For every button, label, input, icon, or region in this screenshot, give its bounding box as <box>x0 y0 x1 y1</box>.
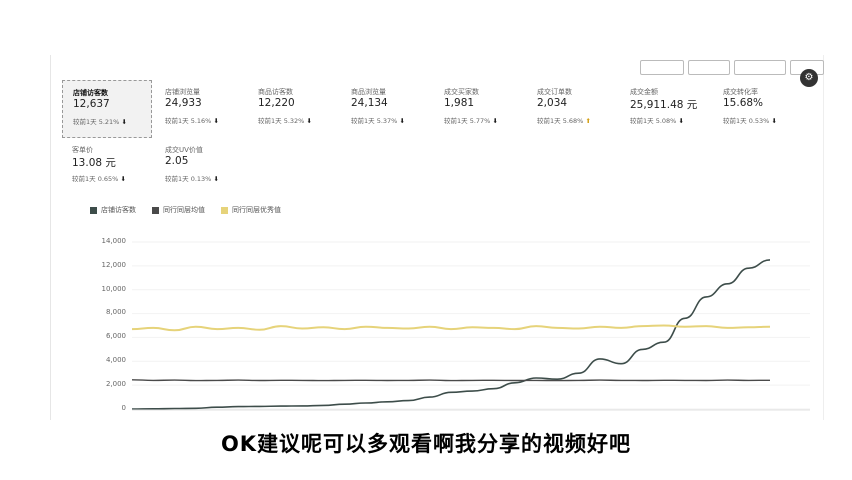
metric-value: 13.08 元 <box>72 157 116 169</box>
metric-compare: 较前1天 5.37% ⬇ <box>351 117 405 125</box>
legend-item-peer-excellent[interactable]: 同行同层优秀值 <box>221 205 281 215</box>
legend-swatch <box>152 206 159 214</box>
metric-orders[interactable]: 成交订单数 2,034 较前1天 5.68% ⬆ <box>527 80 617 138</box>
legend-label: 店铺访客数 <box>101 206 136 214</box>
legend-swatch <box>221 206 228 214</box>
metric-avg-order-value[interactable]: 客单价 13.08 元 较前1天 0.65% ⬇ <box>62 138 152 196</box>
metric-label: 店铺访客数 <box>73 89 108 97</box>
metric-label: 店铺浏览量 <box>165 88 200 96</box>
arrow-down-icon: ⬇ <box>771 117 777 125</box>
metric-value: 12,220 <box>258 97 295 109</box>
y-tick-label: 6,000 <box>105 332 126 340</box>
metric-compare: 较前1天 5.21% ⬇ <box>73 118 127 126</box>
metric-label: 客单价 <box>72 146 93 154</box>
metric-label: 成交买家数 <box>444 88 479 96</box>
legend-item-peer-average[interactable]: 同行同层均值 <box>152 205 205 215</box>
toolbar-button-1[interactable] <box>640 60 684 75</box>
metric-conversion-rate[interactable]: 成交转化率 15.68% 较前1天 0.53% ⬇ <box>713 80 803 138</box>
metric-store-pageviews[interactable]: 店铺浏览量 24,933 较前1天 5.16% ⬇ <box>155 80 245 138</box>
chart-legend: 店铺访客数 同行同层均值 同行同层优秀值 <box>90 205 281 215</box>
arrow-down-icon: ⬇ <box>213 175 219 183</box>
y-tick-label: 14,000 <box>101 237 127 245</box>
metric-label: 商品访客数 <box>258 88 293 96</box>
y-tick-label: 8,000 <box>105 308 126 316</box>
metric-value: 25,911.48 元 <box>630 99 698 111</box>
metric-product-pageviews[interactable]: 商品浏览量 24,134 较前1天 5.37% ⬇ <box>341 80 431 138</box>
logo-watermark <box>780 14 840 38</box>
metric-value: 15.68% <box>723 97 764 109</box>
metric-label: 成交UV价值 <box>165 146 203 154</box>
metric-label: 商品浏览量 <box>351 88 386 96</box>
legend-swatch <box>90 206 97 214</box>
metric-uv-value[interactable]: 成交UV价值 2.05 较前1天 0.13% ⬇ <box>155 138 245 196</box>
metric-buyers[interactable]: 成交买家数 1,981 较前1天 5.77% ⬇ <box>434 80 524 138</box>
metric-label: 成交转化率 <box>723 88 758 96</box>
metric-value: 2.05 <box>165 155 189 167</box>
metric-compare: 较前1天 5.68% ⬆ <box>537 117 591 125</box>
metric-compare: 较前1天 0.53% ⬇ <box>723 117 777 125</box>
metric-store-visitors[interactable]: 店铺访客数 12,637 较前1天 5.21% ⬇ <box>62 80 152 138</box>
panel-right-border <box>823 55 824 420</box>
toolbar-button-3[interactable] <box>734 60 786 75</box>
arrow-down-icon: ⬇ <box>213 117 219 125</box>
y-tick-label: 12,000 <box>101 261 127 269</box>
metric-value: 24,134 <box>351 97 388 109</box>
arrow-down-icon: ⬇ <box>492 117 498 125</box>
metric-sales-amount[interactable]: 成交金额 25,911.48 元 较前1天 5.08% ⬇ <box>620 80 710 138</box>
metric-compare: 较前1天 5.16% ⬇ <box>165 117 219 125</box>
metric-product-visitors[interactable]: 商品访客数 12,220 较前1天 5.32% ⬇ <box>248 80 338 138</box>
metric-compare: 较前1天 0.13% ⬇ <box>165 175 219 183</box>
legend-label: 同行同层均值 <box>163 206 205 214</box>
legend-label: 同行同层优秀值 <box>232 206 281 214</box>
metric-value: 24,933 <box>165 97 202 109</box>
metric-compare: 较前1天 5.08% ⬇ <box>630 117 684 125</box>
arrow-down-icon: ⬇ <box>121 118 127 126</box>
y-tick-label: 2,000 <box>105 380 126 388</box>
metric-label: 成交金额 <box>630 88 658 96</box>
arrow-down-icon: ⬇ <box>399 117 405 125</box>
arrow-down-icon: ⬇ <box>120 175 126 183</box>
metric-compare: 较前1天 0.65% ⬇ <box>72 175 126 183</box>
metric-compare: 较前1天 5.77% ⬇ <box>444 117 498 125</box>
arrow-up-icon: ⬆ <box>585 117 591 125</box>
arrow-down-icon: ⬇ <box>678 117 684 125</box>
metric-compare: 较前1天 5.32% ⬇ <box>258 117 312 125</box>
y-tick-label: 0 <box>121 404 126 412</box>
video-subtitle: OK建议呢可以多观看啊我分享的视频好吧 <box>220 432 632 456</box>
y-tick-label: 10,000 <box>101 285 127 293</box>
legend-item-store-visitors[interactable]: 店铺访客数 <box>90 205 136 215</box>
panel-left-border <box>50 55 51 420</box>
gear-icon[interactable]: ⚙ <box>800 69 818 87</box>
metric-value: 12,637 <box>73 98 110 110</box>
metric-value: 1,981 <box>444 97 475 109</box>
metric-value: 2,034 <box>537 97 568 109</box>
toolbar-button-2[interactable] <box>688 60 730 75</box>
y-tick-label: 4,000 <box>105 356 126 364</box>
metric-label: 成交订单数 <box>537 88 572 96</box>
arrow-down-icon: ⬇ <box>306 117 312 125</box>
